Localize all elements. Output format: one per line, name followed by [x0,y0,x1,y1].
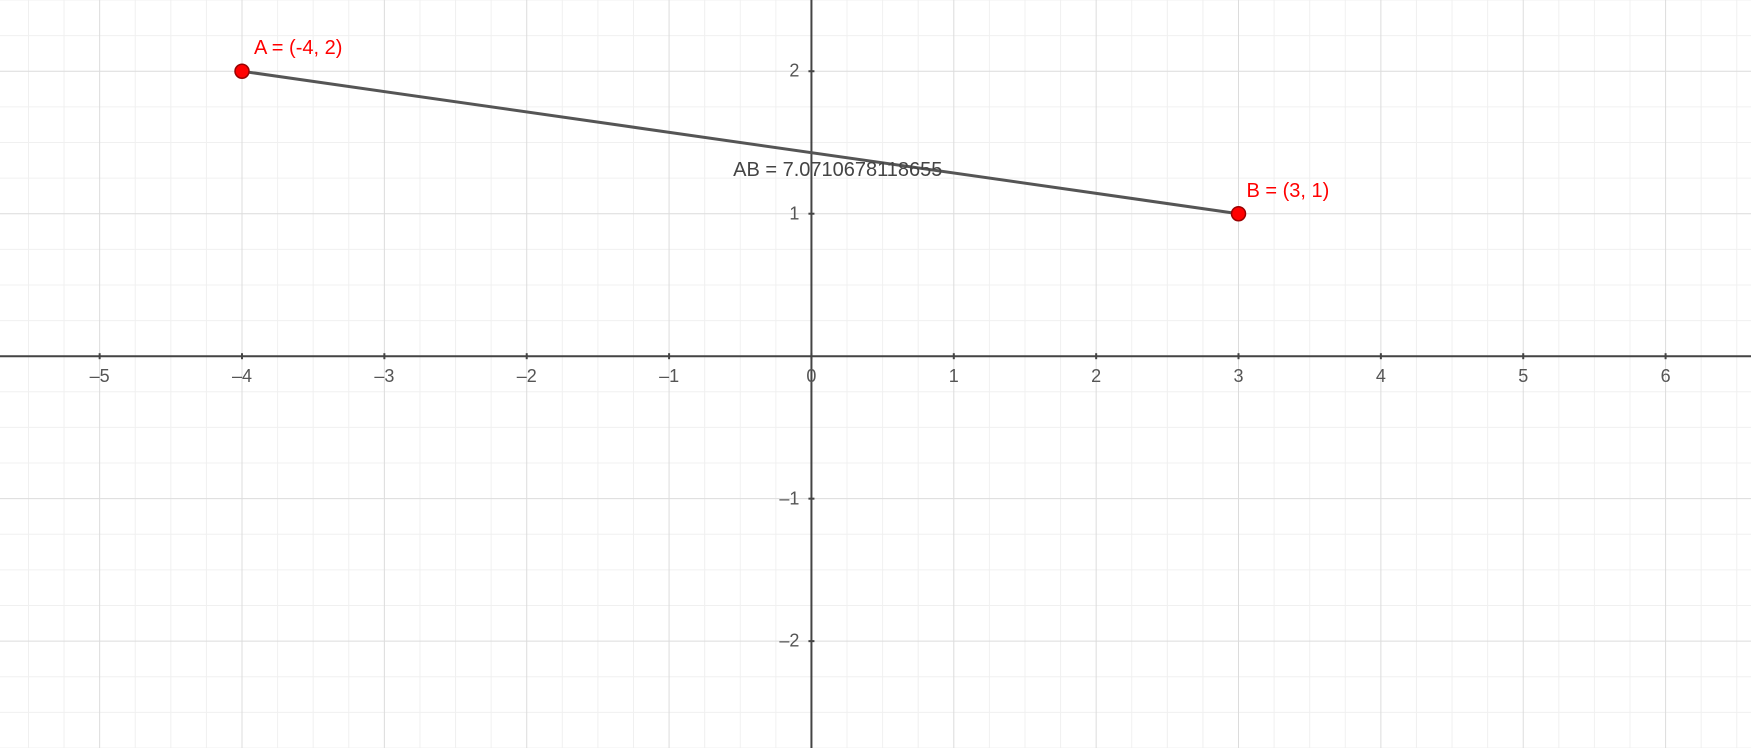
x-tick-label: 3 [1233,366,1243,387]
point-a-label: A = (-4, 2) [254,37,342,60]
segment-ab-label: AB = 7.0710678118655 [733,159,942,182]
y-tick-label: 2 [789,61,799,82]
x-tick-label: –5 [90,366,110,387]
x-tick-label: 1 [949,366,959,387]
coordinate-plot[interactable]: A = (-4, 2) B = (3, 1) AB = 7.0710678118… [0,0,1751,748]
point-b [1232,207,1246,221]
plot-svg [0,0,1751,748]
y-tick-label: –1 [779,488,799,509]
y-tick-label: –2 [779,631,799,652]
x-tick-label: –3 [374,366,394,387]
x-tick-label: 0 [806,366,816,387]
x-tick-label: 5 [1518,366,1528,387]
y-tick-label: 1 [789,203,799,224]
point-b-label: B = (3, 1) [1247,180,1330,203]
x-tick-label: 4 [1376,366,1386,387]
point-a [235,64,249,78]
x-tick-label: –4 [232,366,252,387]
x-tick-label: –1 [659,366,679,387]
x-tick-label: –2 [517,366,537,387]
x-tick-label: 2 [1091,366,1101,387]
x-tick-label: 6 [1661,366,1671,387]
